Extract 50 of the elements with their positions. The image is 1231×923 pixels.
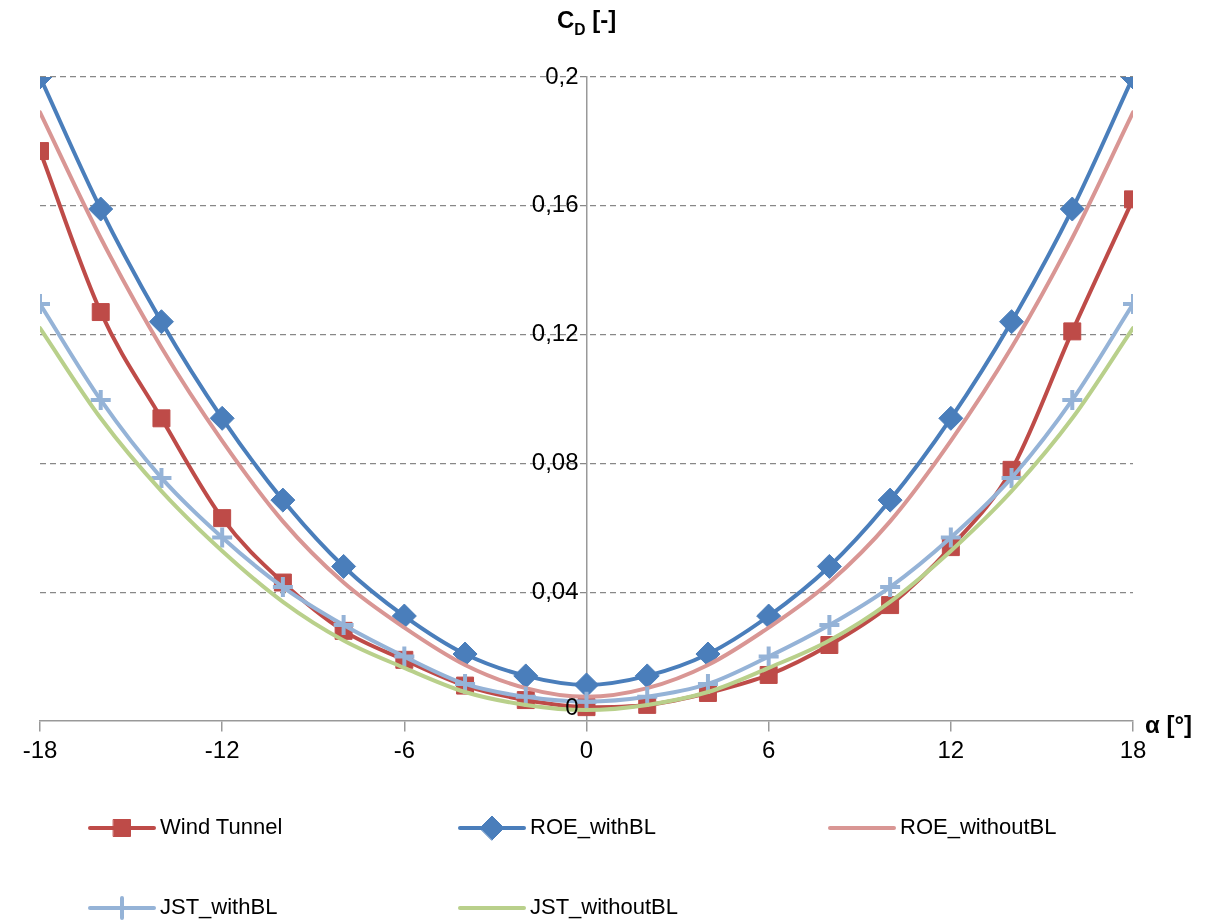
- point: [938, 405, 964, 431]
- point: [148, 309, 174, 335]
- x-tick-label: 6: [761, 736, 776, 764]
- point: [210, 525, 235, 550]
- point: [152, 409, 171, 428]
- point: [91, 303, 110, 322]
- point: [209, 405, 235, 431]
- point: [817, 613, 842, 638]
- point: [392, 644, 417, 669]
- y-tick-label: 0,12: [531, 319, 579, 347]
- point: [213, 509, 232, 528]
- x-tick-label: -12: [204, 736, 240, 764]
- point: [270, 575, 295, 600]
- x-tick-label: 12: [937, 736, 965, 764]
- point: [999, 465, 1024, 490]
- point: [756, 603, 782, 629]
- point: [331, 613, 356, 638]
- point: [999, 309, 1025, 335]
- point: [88, 387, 113, 412]
- legend-label: ROE_withoutBL: [900, 814, 1057, 840]
- point: [149, 465, 174, 490]
- legend-label: Wind Tunnel: [160, 814, 283, 840]
- y-tick-label: 0,08: [531, 448, 579, 476]
- x-tick-label: 18: [1119, 736, 1147, 764]
- x-axis-title: α [°]: [1145, 711, 1193, 738]
- point: [391, 603, 417, 629]
- point: [1059, 196, 1085, 222]
- legend-label: JST_withBL: [160, 894, 278, 920]
- y-tick-label: 0,16: [531, 190, 579, 218]
- point: [513, 663, 539, 689]
- legend-label: JST_withoutBL: [530, 894, 678, 920]
- point: [938, 525, 963, 550]
- point: [1063, 322, 1082, 341]
- point: [88, 196, 114, 222]
- y-tick-label: 0,04: [531, 576, 579, 604]
- point: [877, 487, 903, 513]
- point: [695, 641, 721, 667]
- point: [1060, 387, 1085, 412]
- point: [816, 553, 842, 579]
- x-tick-label: -6: [393, 736, 416, 764]
- legend-label: ROE_withBL: [530, 814, 656, 840]
- point: [452, 641, 478, 667]
- point: [756, 644, 781, 669]
- x-tick-label: -18: [22, 736, 58, 764]
- y-tick-label: 0,2: [545, 61, 579, 89]
- point: [270, 487, 296, 513]
- point: [574, 672, 599, 698]
- point: [634, 663, 660, 689]
- point: [878, 575, 903, 600]
- point: [331, 553, 357, 579]
